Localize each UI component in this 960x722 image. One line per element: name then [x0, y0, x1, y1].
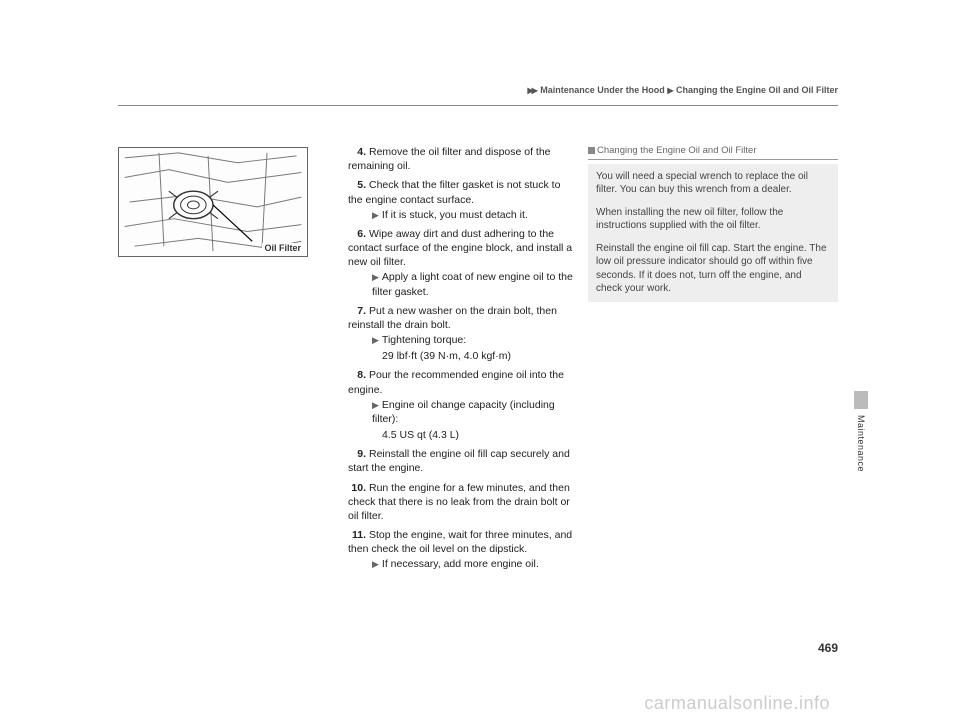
step-num: 6. — [348, 227, 366, 241]
step-text: Wipe away dirt and dust adhering to the … — [348, 228, 572, 268]
sidebar-box: You will need a special wrench to replac… — [588, 164, 838, 302]
breadcrumb-arrows: ▶▶ — [527, 86, 535, 95]
step-10: 10.Run the engine for a few minutes, and… — [348, 481, 573, 524]
substep-text: Engine oil change capacity (including fi… — [372, 399, 555, 425]
sidebar-title: Changing the Engine Oil and Oil Filter — [588, 145, 838, 160]
section-tab: Maintenance — [854, 415, 868, 495]
substep: ▶Apply a light coat of new engine oil to… — [372, 270, 573, 298]
triangle-icon: ▶ — [372, 559, 379, 569]
info-icon — [588, 147, 595, 154]
page-number: 469 — [818, 641, 838, 655]
substep-text: If necessary, add more engine oil. — [382, 558, 539, 570]
step-num: 11. — [348, 528, 366, 542]
breadcrumb-section: Maintenance Under the Hood — [540, 85, 665, 95]
step-text: Check that the filter gasket is not stuc… — [348, 179, 560, 205]
breadcrumb-subsection: Changing the Engine Oil and Oil Filter — [676, 85, 838, 95]
triangle-icon: ▶ — [372, 210, 379, 220]
step-num: 9. — [348, 447, 366, 461]
substep: ▶If it is stuck, you must detach it. — [372, 208, 573, 222]
substep: ▶Tightening torque: — [372, 333, 573, 347]
sidebar-title-text: Changing the Engine Oil and Oil Filter — [597, 145, 756, 156]
substep-text: If it is stuck, you must detach it. — [382, 209, 528, 221]
substep: ▶Engine oil change capacity (including f… — [372, 398, 573, 426]
substep-value: 29 lbf·ft (39 N·m, 4.0 kgf·m) — [382, 349, 573, 363]
step-7: 7.Put a new washer on the drain bolt, th… — [348, 304, 573, 364]
step-8: 8.Pour the recommended engine oil into t… — [348, 368, 573, 442]
step-num: 8. — [348, 368, 366, 382]
step-num: 4. — [348, 145, 366, 159]
step-11: 11.Stop the engine, wait for three minut… — [348, 528, 573, 572]
step-text: Reinstall the engine oil fill cap secure… — [348, 448, 570, 474]
step-num: 10. — [348, 481, 366, 495]
step-text: Remove the oil filter and dispose of the… — [348, 146, 551, 172]
info-sidebar: Changing the Engine Oil and Oil Filter Y… — [588, 145, 838, 302]
watermark: carmanualsonline.info — [644, 693, 830, 714]
step-text: Run the engine for a few minutes, and th… — [348, 482, 570, 522]
tab-label: Maintenance — [856, 415, 866, 472]
sidebar-p2: When installing the new oil filter, foll… — [596, 206, 830, 233]
step-num: 7. — [348, 304, 366, 318]
manual-page: ▶▶ Maintenance Under the Hood ▶ Changing… — [118, 85, 838, 645]
header-rule — [118, 105, 838, 106]
step-text: Stop the engine, wait for three minutes,… — [348, 529, 572, 555]
substep: ▶If necessary, add more engine oil. — [372, 557, 573, 571]
instruction-list: 4.Remove the oil filter and dispose of t… — [348, 145, 573, 577]
step-4: 4.Remove the oil filter and dispose of t… — [348, 145, 573, 173]
step-num: 5. — [348, 178, 366, 192]
step-6: 6.Wipe away dirt and dust adhering to th… — [348, 227, 573, 299]
substep-text: Tightening torque: — [382, 334, 466, 346]
tab-marker — [854, 391, 868, 409]
triangle-icon: ▶ — [372, 272, 379, 282]
step-text: Pour the recommended engine oil into the… — [348, 369, 564, 395]
sidebar-p1: You will need a special wrench to replac… — [596, 170, 830, 197]
breadcrumb: ▶▶ Maintenance Under the Hood ▶ Changing… — [527, 85, 838, 95]
triangle-icon: ▶ — [372, 335, 379, 345]
breadcrumb-arrow2: ▶ — [667, 86, 671, 95]
figure-label: Oil Filter — [262, 243, 303, 253]
sidebar-p3: Reinstall the engine oil fill cap. Start… — [596, 242, 830, 296]
oil-filter-figure: Oil Filter — [118, 147, 308, 257]
step-9: 9.Reinstall the engine oil fill cap secu… — [348, 447, 573, 475]
triangle-icon: ▶ — [372, 400, 379, 410]
substep-value: 4.5 US qt (4.3 L) — [382, 428, 573, 442]
step-5: 5.Check that the filter gasket is not st… — [348, 178, 573, 222]
step-text: Put a new washer on the drain bolt, then… — [348, 305, 557, 331]
substep-text: Apply a light coat of new engine oil to … — [372, 271, 573, 297]
